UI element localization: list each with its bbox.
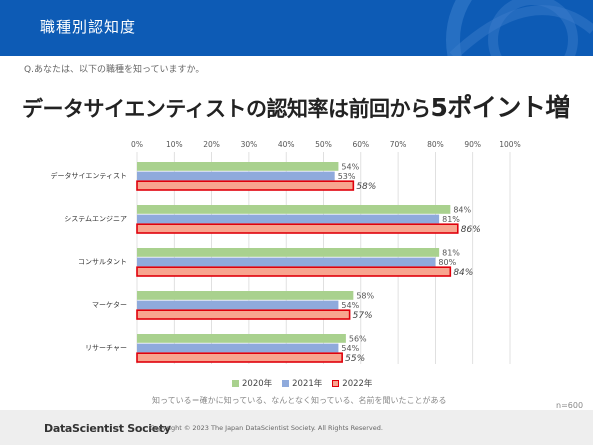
data-label: 86%: [461, 225, 481, 235]
bar-2020年-マーケター: [137, 291, 354, 300]
header-banner: 職種別認知度: [0, 0, 593, 56]
bar-2022年-コンサルタント: [136, 266, 452, 277]
x-tick-label: 30%: [241, 140, 258, 149]
survey-question: Q.あなたは、以下の職種を知っていますか。: [24, 65, 205, 75]
data-label: 57%: [353, 311, 373, 321]
legend-swatch-2022: [332, 379, 340, 387]
headline-emphasis: 5ポイント増: [430, 93, 571, 122]
legend-item-2021: 2021年: [282, 377, 322, 389]
category-label: リサーチャー: [85, 344, 127, 352]
bar-chart: 0% 10% 20% 30% 40% 50% 60% 70% 80% 90% 100% データサイエン…: [50, 140, 521, 364]
category-label: コンサルタント: [78, 257, 127, 266]
legend-label-2020: 2020年: [242, 379, 273, 389]
bar-2021年-マーケター: [137, 300, 339, 310]
x-tick-label: 100%: [499, 140, 520, 149]
bar-2022年-システムエンジニア: [136, 223, 459, 234]
x-tick-label: 0%: [131, 140, 143, 149]
legend-item-2022: 2022年: [332, 377, 372, 389]
data-label: 54%: [341, 344, 359, 353]
bar-2022年-データサイエンティスト: [136, 180, 355, 191]
data-label: 56%: [349, 335, 367, 344]
bar-2021年-データサイエンティスト: [137, 171, 335, 181]
bar-2020年-リサーチャー: [137, 334, 346, 343]
sample-size: n=600: [556, 401, 584, 410]
data-label: 55%: [345, 354, 365, 364]
page-title: 職種別認知度: [40, 18, 137, 36]
globe-decoration-icon: [446, 0, 593, 56]
data-label: 58%: [356, 182, 376, 192]
legend-swatch-2021: [282, 379, 290, 387]
headline: データサイエンティストの認知率は前回から5ポイント増: [22, 88, 570, 124]
bar-2021年-リサーチャー: [137, 343, 339, 353]
legend-label-2021: 2021年: [292, 379, 323, 389]
data-label: 84%: [453, 268, 473, 278]
data-label: 53%: [338, 172, 356, 181]
x-tick-label: 40%: [278, 140, 295, 149]
bar-2022年-リサーチャー: [136, 352, 343, 363]
bar-2020年-コンサルタント: [137, 248, 440, 257]
category-label: システムエンジニア: [64, 215, 127, 223]
data-label: 54%: [341, 301, 359, 310]
legend-item-2020: 2020年: [232, 377, 272, 389]
society-logo: DataScientist Society: [44, 422, 171, 435]
x-tick-label: 80%: [427, 140, 444, 149]
footer: DataScientist Society Copyright © 2023 T…: [0, 410, 593, 445]
bar-2022年-マーケター: [136, 309, 351, 320]
data-label: 54%: [341, 163, 359, 172]
bar-2020年-システムエンジニア: [137, 205, 451, 214]
definition-note: 知っている＝確かに知っている、なんとなく知っている、名前を聞いたことがある: [152, 396, 447, 405]
data-label: 80%: [438, 258, 456, 267]
headline-main: データサイエンティストの認知率は前回から: [22, 97, 431, 121]
category-label: データサイエンティスト: [50, 171, 127, 180]
x-tick-label: 10%: [166, 140, 183, 149]
bar-2020年-データサイエンティスト: [137, 162, 339, 171]
x-tick-label: 70%: [390, 140, 407, 149]
bar-2021年-コンサルタント: [137, 257, 436, 267]
legend-swatch-2020: [232, 379, 239, 387]
copyright-text: Copyright © 2023 The Japan DataScientist…: [150, 424, 383, 432]
data-label: 84%: [453, 206, 471, 215]
data-label: 81%: [442, 215, 460, 224]
bar-2021年-システムエンジニア: [137, 214, 440, 224]
data-label: 81%: [442, 249, 460, 258]
x-tick-label: 60%: [352, 140, 369, 149]
x-tick-label: 50%: [315, 140, 332, 149]
x-tick-label: 90%: [464, 140, 481, 149]
data-label: 58%: [356, 292, 374, 301]
category-label: マーケター: [92, 300, 127, 309]
legend-label-2022: 2022年: [342, 379, 373, 389]
x-tick-label: 20%: [203, 140, 220, 149]
chart-legend: 2020年 2021年 2022年: [232, 377, 372, 389]
